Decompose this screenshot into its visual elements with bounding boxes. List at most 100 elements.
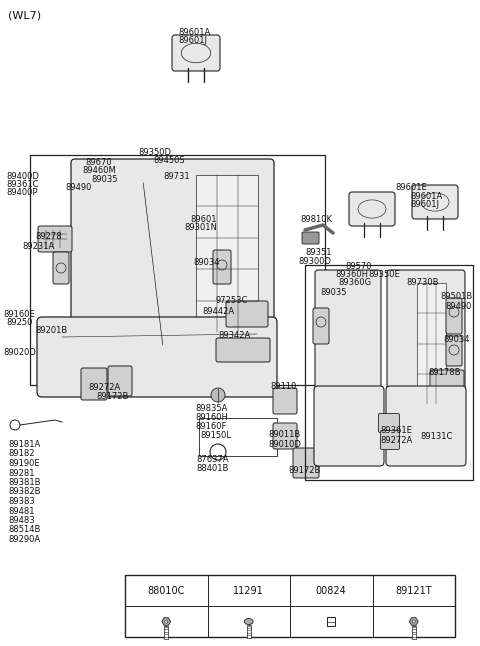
Text: 89035: 89035 (320, 288, 347, 297)
FancyBboxPatch shape (446, 298, 462, 334)
Text: 89034: 89034 (193, 258, 219, 267)
Text: 89490: 89490 (445, 302, 471, 311)
Text: 89290A: 89290A (8, 535, 40, 544)
FancyBboxPatch shape (172, 35, 220, 71)
Text: 89400P: 89400P (6, 188, 37, 197)
Polygon shape (162, 618, 171, 625)
Text: 89730B: 89730B (406, 278, 439, 287)
FancyBboxPatch shape (386, 386, 466, 466)
Text: 89131C: 89131C (420, 432, 452, 441)
Text: 89278: 89278 (35, 232, 61, 241)
Text: 88010C: 88010C (147, 585, 185, 596)
Text: 89501B: 89501B (440, 292, 472, 301)
Bar (196, 175, 258, 333)
FancyBboxPatch shape (216, 338, 270, 362)
Text: 87637A: 87637A (196, 455, 228, 464)
Text: 89360G: 89360G (338, 278, 371, 287)
FancyBboxPatch shape (412, 185, 458, 219)
Text: 89250: 89250 (6, 318, 32, 327)
Text: 89160F: 89160F (195, 422, 227, 431)
Text: 89110: 89110 (270, 382, 296, 391)
Text: 89351: 89351 (305, 248, 332, 257)
FancyBboxPatch shape (226, 301, 268, 327)
Polygon shape (409, 618, 418, 625)
Text: 89383: 89383 (8, 497, 35, 506)
Text: 89010D: 89010D (268, 440, 301, 449)
Text: 89150L: 89150L (200, 431, 231, 440)
FancyBboxPatch shape (387, 270, 465, 424)
FancyBboxPatch shape (302, 232, 319, 244)
Text: 89601E: 89601E (395, 183, 427, 192)
Text: 00824: 00824 (316, 585, 347, 596)
Text: 89181A: 89181A (8, 440, 40, 449)
Text: 89172B: 89172B (288, 466, 320, 475)
Text: 89272A: 89272A (88, 383, 120, 392)
FancyBboxPatch shape (81, 368, 107, 400)
FancyBboxPatch shape (37, 317, 277, 397)
Text: 89160H: 89160H (195, 413, 228, 422)
FancyBboxPatch shape (273, 388, 297, 414)
Text: 89481: 89481 (8, 506, 35, 516)
Bar (125, 575, 455, 637)
Text: 89300D: 89300D (298, 257, 331, 266)
Text: 89601: 89601 (190, 215, 216, 224)
Text: 89301N: 89301N (184, 223, 217, 232)
Text: 89231A: 89231A (22, 242, 54, 251)
FancyBboxPatch shape (314, 386, 384, 466)
Text: 89281: 89281 (8, 468, 35, 477)
Bar (327, 617, 335, 627)
Text: 89160E: 89160E (3, 310, 35, 319)
FancyBboxPatch shape (430, 370, 464, 390)
Text: 89035: 89035 (91, 175, 118, 184)
Text: (WL7): (WL7) (8, 10, 41, 20)
Text: 88401B: 88401B (196, 464, 228, 473)
FancyBboxPatch shape (273, 423, 297, 449)
Text: 89810K: 89810K (300, 215, 332, 224)
FancyBboxPatch shape (71, 159, 274, 359)
Text: 89182: 89182 (8, 450, 35, 459)
Text: 89601J: 89601J (178, 36, 207, 45)
Text: 89034: 89034 (443, 335, 469, 344)
Text: 89483: 89483 (8, 516, 35, 525)
FancyBboxPatch shape (315, 270, 381, 424)
Circle shape (165, 620, 168, 623)
Text: 89601A: 89601A (410, 192, 442, 201)
Bar (305, 265, 473, 480)
Text: 97253C: 97253C (215, 296, 247, 305)
FancyBboxPatch shape (53, 252, 69, 284)
FancyBboxPatch shape (213, 250, 231, 284)
Text: 89020D: 89020D (3, 348, 36, 357)
Bar (199, 418, 277, 456)
Text: 89272A: 89272A (380, 436, 412, 445)
FancyBboxPatch shape (108, 366, 132, 396)
Text: 89178B: 89178B (428, 368, 460, 377)
Text: 89460M: 89460M (82, 166, 116, 175)
FancyBboxPatch shape (446, 336, 462, 366)
Text: 89121T: 89121T (396, 585, 432, 596)
Text: 89570: 89570 (345, 262, 372, 271)
Text: 89601A: 89601A (178, 28, 210, 37)
Circle shape (412, 620, 415, 623)
Text: 89450S: 89450S (153, 156, 185, 165)
Text: 89442A: 89442A (202, 307, 234, 316)
Text: 89490: 89490 (65, 183, 91, 192)
Text: 11291: 11291 (233, 585, 264, 596)
FancyBboxPatch shape (293, 448, 319, 478)
Text: 89350E: 89350E (368, 270, 400, 279)
Text: 89350D: 89350D (138, 148, 171, 157)
Text: 89190E: 89190E (8, 459, 40, 468)
Text: 89201B: 89201B (35, 326, 67, 335)
FancyBboxPatch shape (379, 413, 399, 433)
FancyBboxPatch shape (349, 192, 395, 226)
Text: 89381B: 89381B (8, 478, 40, 487)
Text: 89361E: 89361E (380, 426, 412, 435)
FancyBboxPatch shape (381, 430, 399, 450)
Text: 89731: 89731 (163, 172, 190, 181)
Text: 89360H: 89360H (335, 270, 368, 279)
Text: 89361C: 89361C (6, 180, 38, 189)
Text: 89172B: 89172B (96, 392, 128, 401)
Text: 89670: 89670 (85, 158, 112, 167)
Text: 89342A: 89342A (218, 331, 250, 340)
FancyBboxPatch shape (313, 308, 329, 344)
Text: 89835A: 89835A (195, 404, 228, 413)
